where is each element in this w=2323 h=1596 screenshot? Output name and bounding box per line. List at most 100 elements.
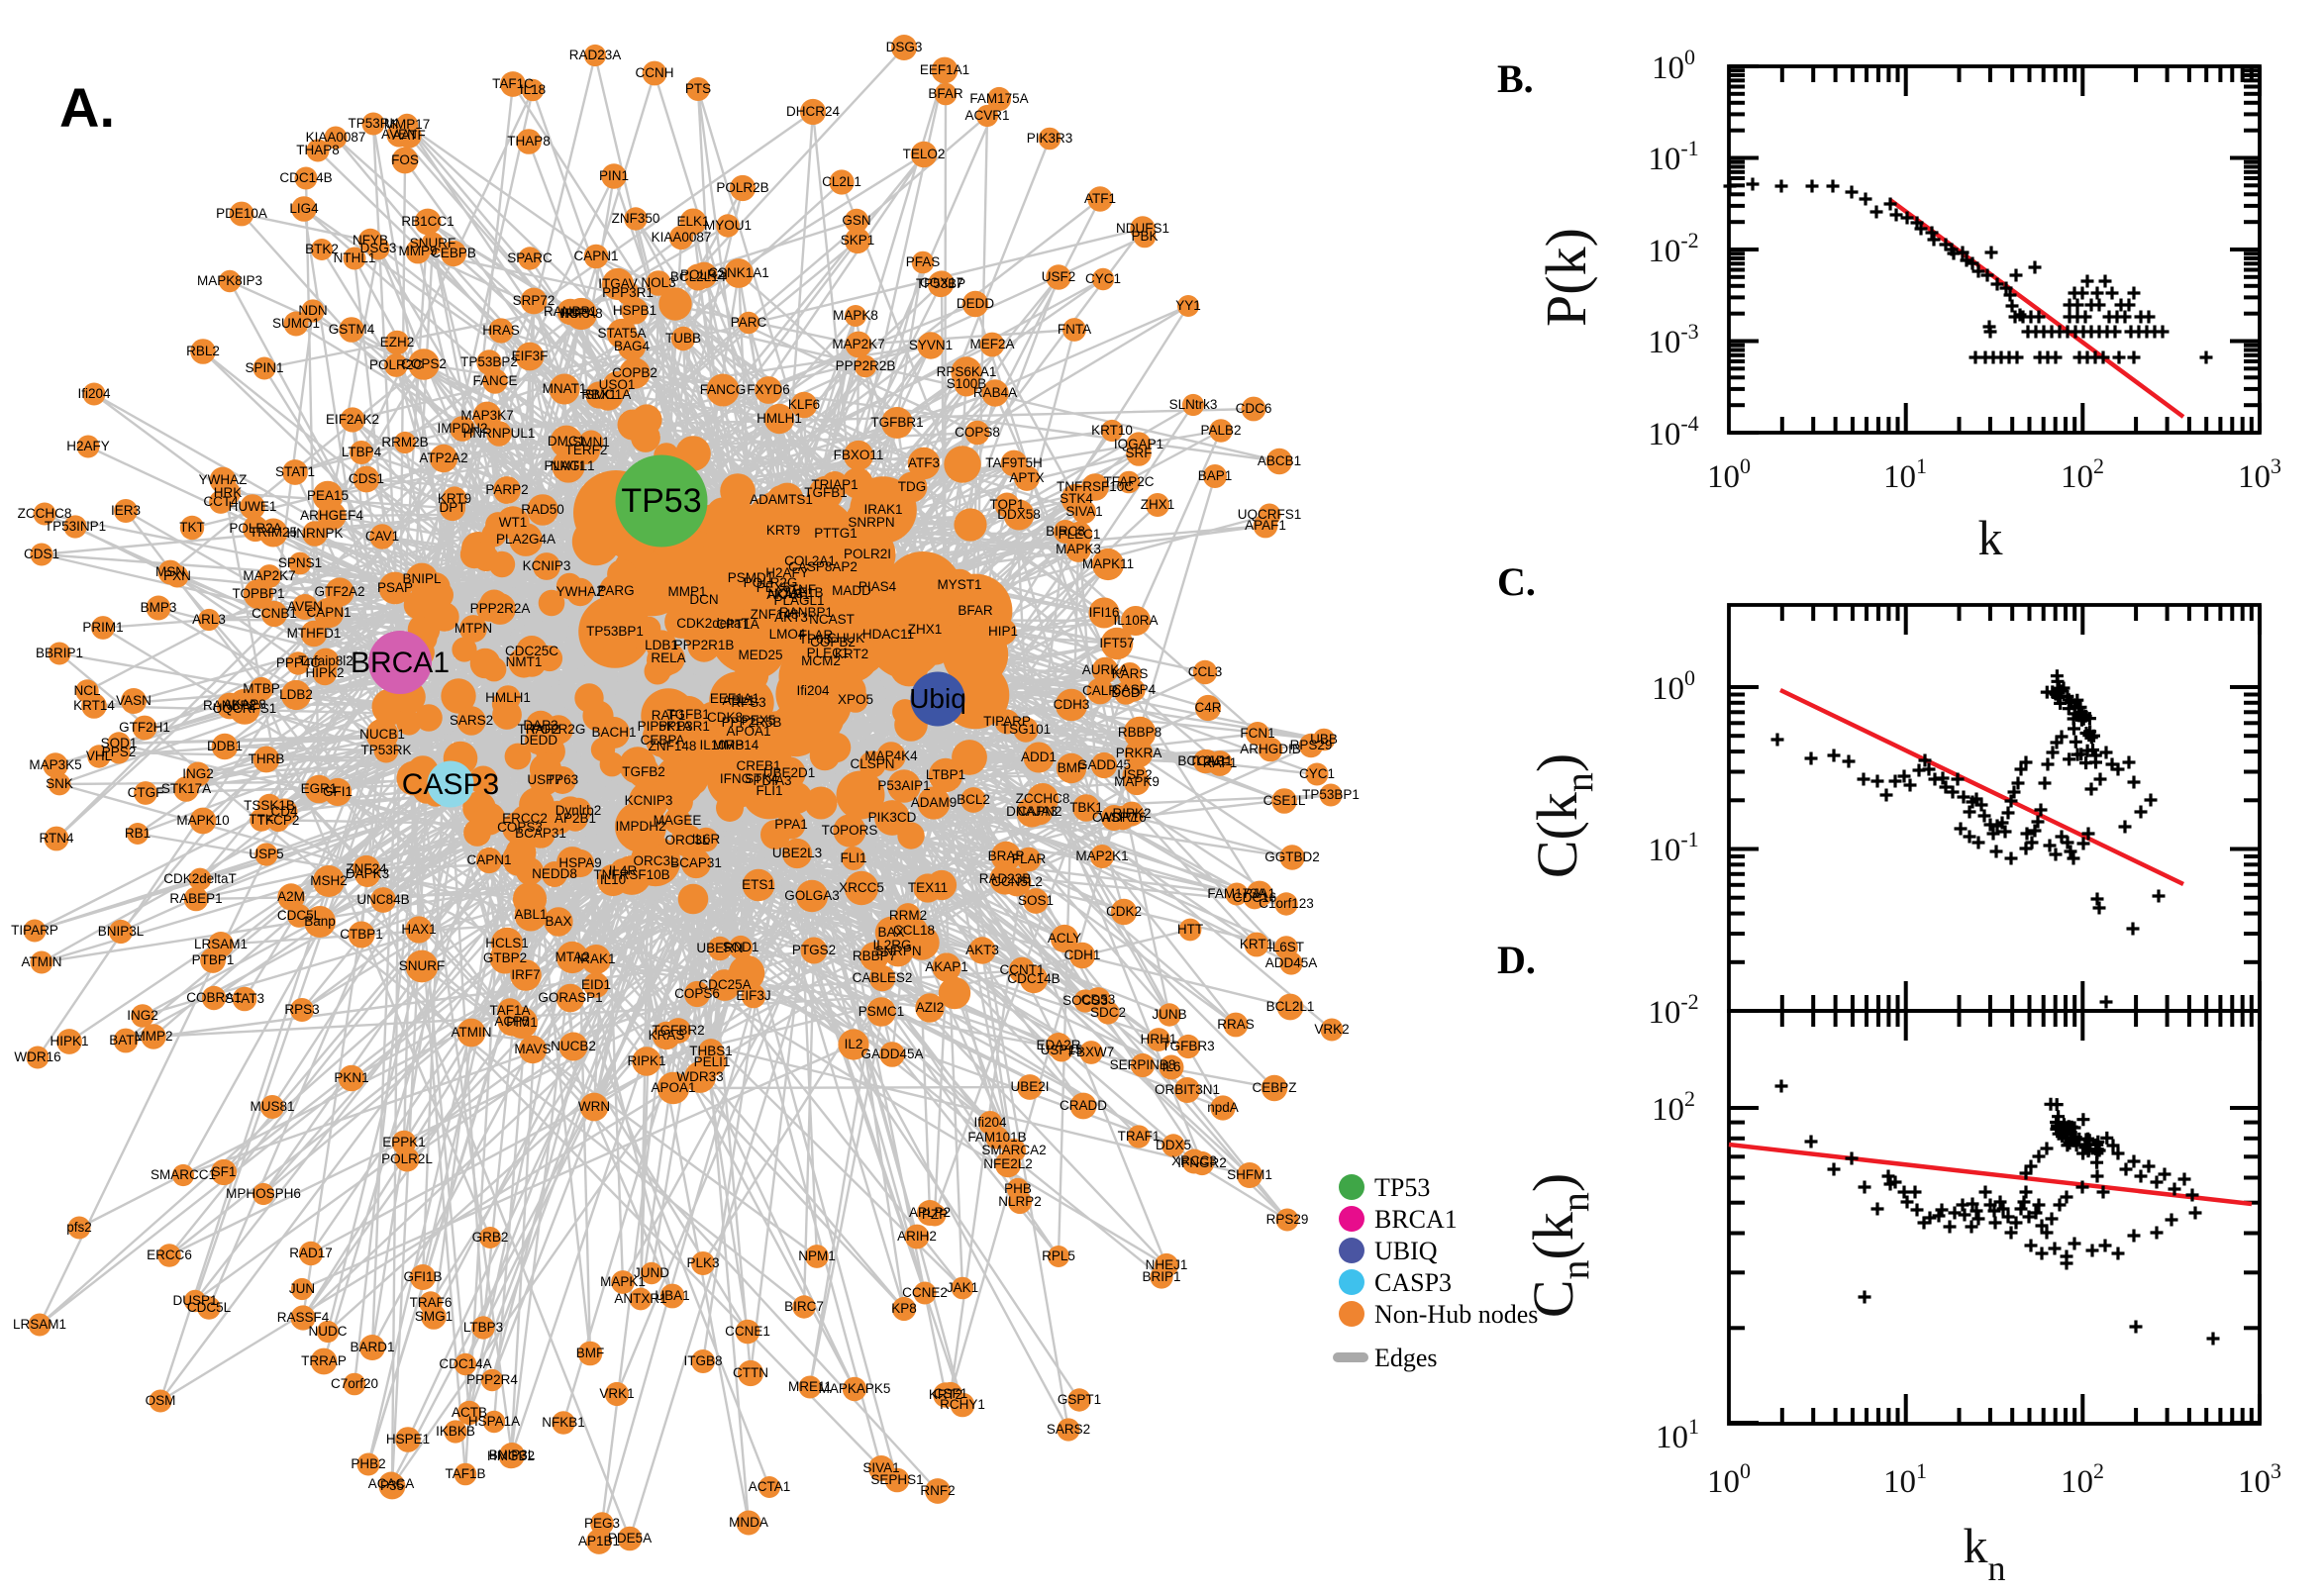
svg-text:RBBP7: RBBP7 bbox=[853, 948, 896, 963]
svg-text:JUNB: JUNB bbox=[1152, 1007, 1186, 1022]
svg-text:SKP1: SKP1 bbox=[841, 233, 875, 248]
svg-text:SMN1: SMN1 bbox=[572, 435, 610, 449]
svg-text:IKBKB: IKBKB bbox=[436, 1424, 475, 1439]
svg-text:EIF3J: EIF3J bbox=[736, 988, 770, 1003]
svg-text:TAF1B: TAF1B bbox=[782, 585, 823, 600]
svg-text:TGFB1: TGFB1 bbox=[666, 707, 710, 722]
svg-text:FNTA: FNTA bbox=[1058, 322, 1091, 337]
svg-text:BACH1: BACH1 bbox=[591, 725, 636, 740]
svg-text:SMARCC1: SMARCC1 bbox=[151, 1167, 216, 1182]
svg-text:NOL3: NOL3 bbox=[641, 275, 675, 290]
svg-text:SPNS1: SPNS1 bbox=[278, 555, 322, 570]
svg-text:BAX: BAX bbox=[877, 925, 904, 940]
svg-text:ADD45A: ADD45A bbox=[1265, 955, 1318, 970]
svg-text:PTBP1: PTBP1 bbox=[192, 952, 235, 967]
svg-text:PBK: PBK bbox=[1131, 229, 1158, 244]
svg-text:CD53: CD53 bbox=[1081, 992, 1116, 1007]
svg-text:CDK2deltaT: CDK2deltaT bbox=[163, 871, 237, 886]
svg-text:DAP3: DAP3 bbox=[523, 718, 557, 733]
svg-text:BNIP3L: BNIP3L bbox=[489, 1447, 536, 1462]
svg-text:SEPHS1: SEPHS1 bbox=[870, 1472, 923, 1487]
svg-text:BRCA1: BRCA1 bbox=[1374, 1205, 1458, 1234]
svg-text:PARP2: PARP2 bbox=[485, 482, 528, 497]
svg-text:CDC25C: CDC25C bbox=[505, 644, 558, 658]
svg-text:USP2: USP2 bbox=[1117, 767, 1152, 782]
svg-text:MAPK8: MAPK8 bbox=[833, 308, 878, 323]
svg-text:MRE11: MRE11 bbox=[788, 1379, 832, 1394]
svg-text:HUWE1: HUWE1 bbox=[229, 499, 277, 514]
svg-text:FAM173A: FAM173A bbox=[1207, 886, 1265, 901]
svg-text:IL6R: IL6R bbox=[692, 832, 721, 847]
svg-text:MMP17: MMP17 bbox=[384, 117, 431, 132]
svg-text:102: 102 bbox=[2061, 453, 2104, 495]
svg-text:MTBP: MTBP bbox=[243, 681, 280, 696]
svg-text:COL2A1: COL2A1 bbox=[784, 553, 836, 568]
svg-text:IFT57: IFT57 bbox=[1099, 636, 1134, 650]
svg-text:C(kn): C(kn) bbox=[1525, 753, 1601, 878]
svg-text:MAPK8IP3: MAPK8IP3 bbox=[197, 273, 262, 288]
svg-text:TGFB2: TGFB2 bbox=[622, 764, 665, 779]
svg-text:CDK2deltaT: CDK2deltaT bbox=[676, 616, 750, 631]
svg-text:ACACA: ACACA bbox=[368, 1476, 415, 1491]
svg-text:AZI2: AZI2 bbox=[916, 1000, 945, 1015]
svg-text:BARD1: BARD1 bbox=[350, 1340, 394, 1354]
svg-text:UBIQ: UBIQ bbox=[1374, 1237, 1438, 1265]
svg-text:PPP2R5B: PPP2R5B bbox=[722, 715, 782, 730]
svg-text:JAK1: JAK1 bbox=[947, 1280, 978, 1295]
svg-text:COPB2: COPB2 bbox=[810, 635, 856, 649]
svg-text:CD4: CD4 bbox=[270, 804, 297, 819]
svg-text:RPS29: RPS29 bbox=[1290, 738, 1333, 752]
svg-text:MAP3K7: MAP3K7 bbox=[460, 408, 513, 423]
svg-text:RRAS: RRAS bbox=[1217, 1017, 1255, 1032]
svg-text:RIPK1: RIPK1 bbox=[627, 1053, 665, 1068]
svg-text:CDC14A: CDC14A bbox=[439, 1356, 491, 1371]
svg-text:STK4: STK4 bbox=[745, 771, 778, 786]
svg-text:MAPK3: MAPK3 bbox=[1056, 542, 1101, 556]
svg-text:COPS6: COPS6 bbox=[674, 986, 720, 1001]
svg-text:PPS2: PPS2 bbox=[102, 745, 137, 759]
svg-text:TAF1C: TAF1C bbox=[492, 76, 534, 91]
svg-text:PIM1: PIM1 bbox=[506, 1015, 538, 1030]
svg-text:TSSK1B: TSSK1B bbox=[244, 798, 295, 813]
svg-text:APOA1: APOA1 bbox=[726, 724, 770, 739]
svg-text:TRAF2: TRAF2 bbox=[518, 722, 560, 737]
svg-text:GTF2H1: GTF2H1 bbox=[119, 720, 170, 735]
svg-text:PEX5: PEX5 bbox=[757, 580, 791, 595]
svg-text:TGFBR3: TGFBR3 bbox=[1162, 1039, 1214, 1053]
svg-text:CAV1: CAV1 bbox=[365, 529, 399, 544]
svg-text:BCL2L14: BCL2L14 bbox=[670, 269, 727, 284]
svg-text:OSM: OSM bbox=[146, 1393, 176, 1408]
svg-text:ORC3L: ORC3L bbox=[664, 833, 710, 848]
svg-text:DHCR24: DHCR24 bbox=[786, 104, 841, 119]
svg-text:A2M: A2M bbox=[277, 889, 305, 904]
svg-text:EID1: EID1 bbox=[581, 977, 611, 992]
svg-text:SNURF: SNURF bbox=[399, 958, 446, 973]
svg-text:FXYD6: FXYD6 bbox=[747, 382, 790, 397]
svg-text:UBE2L3: UBE2L3 bbox=[772, 846, 822, 860]
svg-text:Dynlrb2: Dynlrb2 bbox=[556, 803, 602, 818]
svg-text:MAPKAPK5: MAPKAPK5 bbox=[819, 1381, 891, 1396]
svg-text:ABL1: ABL1 bbox=[514, 907, 547, 922]
svg-text:TCAP: TCAP bbox=[1189, 753, 1225, 768]
svg-text:IFI16: IFI16 bbox=[1089, 605, 1120, 620]
svg-text:102: 102 bbox=[2061, 1458, 2104, 1500]
svg-text:TAF1A: TAF1A bbox=[489, 1003, 530, 1018]
svg-text:MEF2A: MEF2A bbox=[969, 337, 1014, 351]
svg-text:RB1CC1: RB1CC1 bbox=[401, 214, 454, 229]
svg-text:FLAR: FLAR bbox=[799, 628, 834, 643]
svg-text:DSG3: DSG3 bbox=[360, 241, 397, 255]
svg-text:CEBPA: CEBPA bbox=[641, 733, 685, 748]
svg-text:ERCC6: ERCC6 bbox=[147, 1247, 192, 1262]
svg-text:RAF1: RAF1 bbox=[652, 708, 686, 723]
svg-text:IRAK1: IRAK1 bbox=[863, 502, 902, 517]
svg-text:100: 100 bbox=[1652, 665, 1695, 707]
svg-text:RAF1: RAF1 bbox=[1203, 755, 1238, 770]
svg-text:PRKRA: PRKRA bbox=[1116, 746, 1162, 760]
svg-text:KRT9: KRT9 bbox=[766, 523, 800, 538]
svg-text:DCN: DCN bbox=[689, 592, 718, 607]
svg-text:RPL5: RPL5 bbox=[1042, 1248, 1075, 1263]
svg-text:C.: C. bbox=[1497, 559, 1536, 604]
svg-text:UBA1: UBA1 bbox=[655, 1288, 689, 1303]
svg-text:CCNT1: CCNT1 bbox=[999, 962, 1044, 977]
svg-text:PIK3CD: PIK3CD bbox=[868, 810, 917, 825]
